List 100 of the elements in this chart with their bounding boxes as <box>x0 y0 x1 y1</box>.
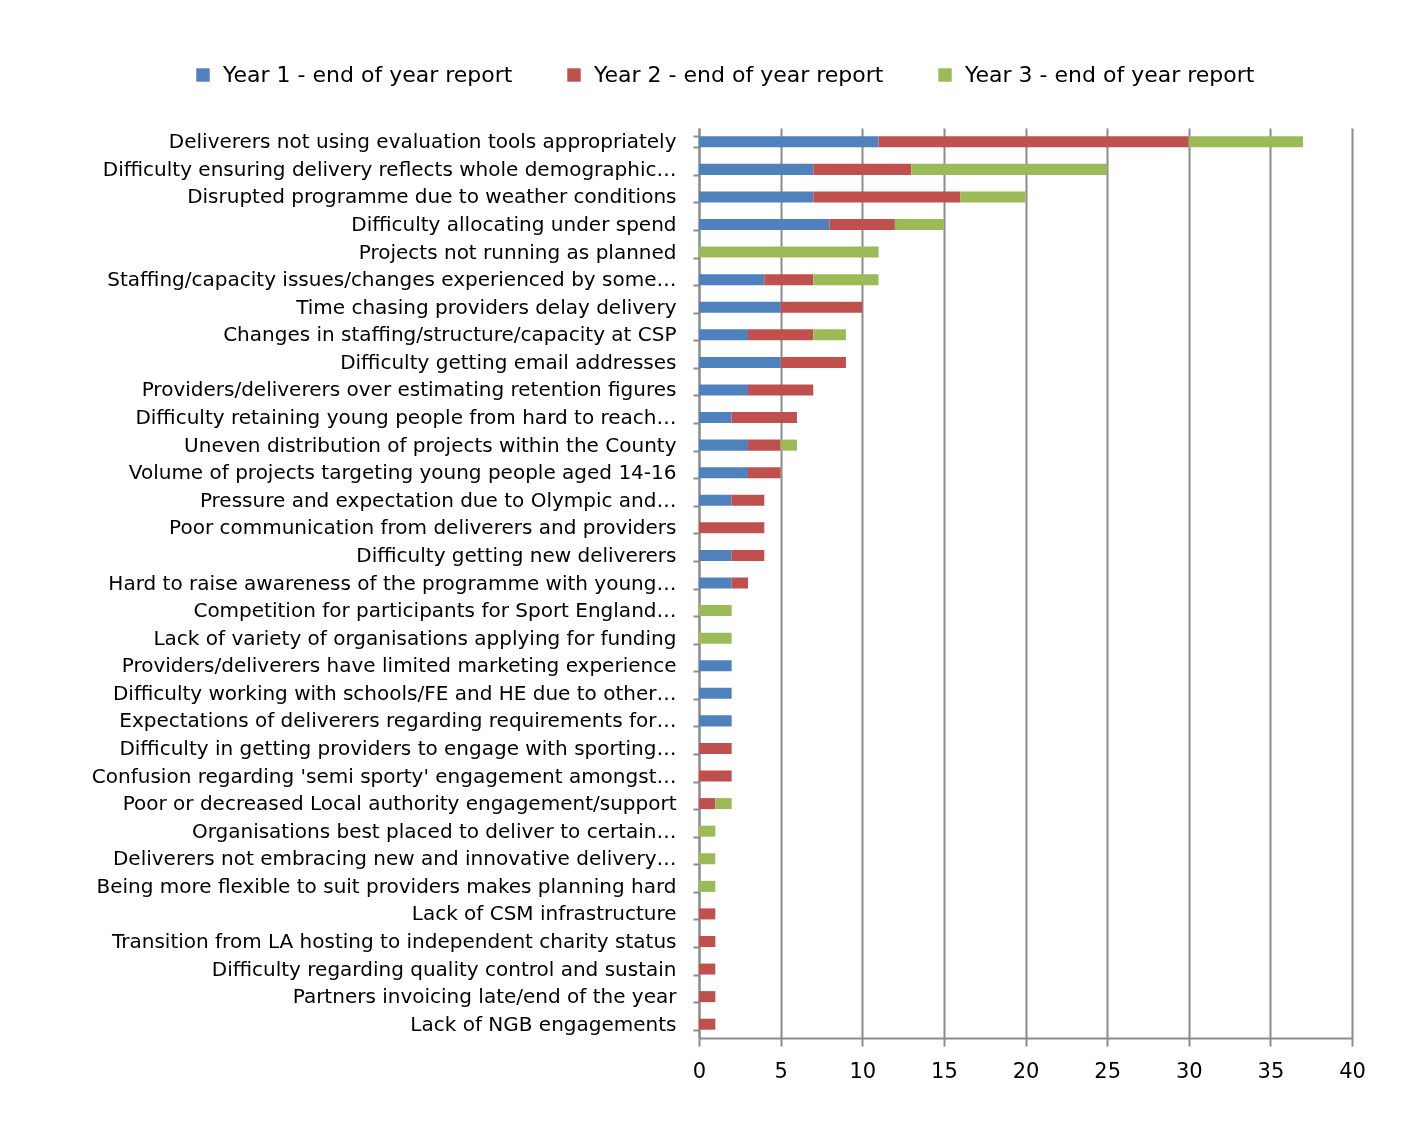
bar <box>699 660 732 672</box>
y-tick-label: Providers/deliverers over estimating retention figures <box>141 377 677 402</box>
bar <box>699 246 879 258</box>
y-tick-label: Poor communication from deliverers and providers <box>169 515 677 540</box>
y-tick-label: Changes in staffing/structure/capacity at CSP <box>223 322 677 347</box>
y-tick-label: Difficulty in getting providers to engage with sporting… <box>119 735 677 760</box>
bar <box>731 412 797 424</box>
y-tick-label: Deliverers not embracing new and innovative delivery… <box>112 846 677 871</box>
bar <box>699 577 732 589</box>
bar <box>699 963 716 975</box>
y-tick-label: Partners invoicing late/end of the year <box>292 984 678 1009</box>
bar <box>1188 136 1304 148</box>
y-tick-label: Projects not running as planned <box>358 239 677 264</box>
bar <box>699 301 781 313</box>
bar <box>699 715 732 727</box>
x-tick-label: 30 <box>1175 1058 1203 1083</box>
bar <box>699 163 814 175</box>
y-tick-label: Disrupted programme due to weather conditions <box>187 184 677 209</box>
bar <box>747 439 781 451</box>
y-tick-label: Pressure and expectation due to Olympic and… <box>199 487 677 512</box>
y-tick-label: Confusion regarding 'semi sporty' engagement amongst… <box>91 763 677 788</box>
bar <box>699 880 716 892</box>
y-tick-label: Transition from LA hosting to independent charity status <box>111 928 677 953</box>
x-tick-label: 0 <box>692 1058 707 1083</box>
y-tick-label: Uneven distribution of projects within the County <box>184 432 677 457</box>
y-tick-label: Lack of NGB engagements <box>410 1011 677 1036</box>
x-tick-label: 35 <box>1257 1058 1285 1083</box>
bar <box>813 163 912 175</box>
bar <box>699 219 830 231</box>
y-tick-label: Deliverers not using evaluation tools appropriately <box>168 129 677 154</box>
bar <box>699 467 748 479</box>
x-tick-label: 5 <box>774 1058 788 1083</box>
bar <box>699 439 748 451</box>
bar <box>780 356 846 368</box>
y-tick-label: Difficulty getting email addresses <box>340 349 677 374</box>
bar <box>699 191 814 203</box>
y-tick-label: Competition for participants for Sport England… <box>193 598 677 623</box>
bar <box>780 439 797 451</box>
bar <box>731 549 765 561</box>
y-tick-label: Difficulty getting new deliverers <box>356 542 677 567</box>
y-tick-label: Hard to raise awareness of the programme with young… <box>108 570 677 595</box>
bar <box>699 798 716 810</box>
bar <box>699 274 765 286</box>
bar <box>715 798 732 810</box>
bar <box>813 274 879 286</box>
x-tick-label: 25 <box>1094 1058 1121 1083</box>
bar <box>699 632 732 644</box>
bar <box>894 219 944 231</box>
y-tick-label: Volume of projects targeting young people aged 14-16 <box>128 460 677 485</box>
bar <box>747 384 814 396</box>
bar <box>699 522 765 534</box>
bar <box>699 329 748 341</box>
y-tick-label: Lack of CSM infrastructure <box>411 901 677 926</box>
bar <box>747 329 814 341</box>
bar <box>731 494 765 506</box>
bar <box>699 908 716 920</box>
legend-label: Year 3 - end of year report <box>964 62 1255 87</box>
bar <box>731 577 748 589</box>
y-tick-label: Difficulty ensuring delivery reflects whole demographic… <box>102 156 677 181</box>
bar <box>764 274 814 286</box>
bar <box>699 549 732 561</box>
y-tick-label: Difficulty working with schools/FE and HE due to other… <box>112 680 677 705</box>
x-tick-label: 20 <box>1012 1058 1040 1083</box>
bar <box>699 605 732 617</box>
bar <box>699 412 732 424</box>
x-tick-label: 40 <box>1339 1058 1366 1083</box>
bar <box>829 219 895 231</box>
bar <box>878 136 1189 148</box>
bar <box>699 825 716 837</box>
y-tick-label: Difficulty retaining young people from hard to reach… <box>135 405 677 430</box>
y-tick-label: Organisations best placed to deliver to certain… <box>191 818 677 843</box>
y-tick-label: Difficulty regarding quality control and sustain <box>211 956 677 981</box>
y-tick-label: Time chasing providers delay delivery <box>295 294 677 319</box>
y-tick-label: Poor or decreased Local authority engagement/support <box>122 791 677 816</box>
bar <box>699 356 781 368</box>
legend-label: Year 1 - end of year report <box>222 62 513 87</box>
bar <box>699 1018 716 1030</box>
bar <box>699 384 748 396</box>
legend-label: Year 2 - end of year report <box>593 62 884 87</box>
y-tick-label: Difficulty allocating under spend <box>351 212 677 237</box>
bar <box>747 467 781 479</box>
y-tick-label: Expectations of deliverers regarding requirements for… <box>119 708 677 733</box>
bar <box>699 742 732 754</box>
bar <box>699 494 732 506</box>
bar <box>780 301 863 313</box>
y-tick-label: Being more flexible to suit providers makes planning hard <box>96 873 677 898</box>
y-tick-label: Staffing/capacity issues/changes experienced by some… <box>107 267 677 292</box>
bar <box>699 853 716 865</box>
bar <box>813 329 846 341</box>
bar <box>699 991 716 1003</box>
bar <box>699 935 716 947</box>
x-tick-label: 15 <box>931 1058 958 1083</box>
bar <box>911 163 1108 175</box>
bar <box>813 191 961 203</box>
bar <box>699 770 732 782</box>
y-tick-label: Providers/deliverers have limited marketing experience <box>121 653 677 678</box>
x-tick-label: 10 <box>849 1058 877 1083</box>
bar <box>699 687 732 699</box>
bar <box>960 191 1026 203</box>
bar <box>699 136 879 148</box>
